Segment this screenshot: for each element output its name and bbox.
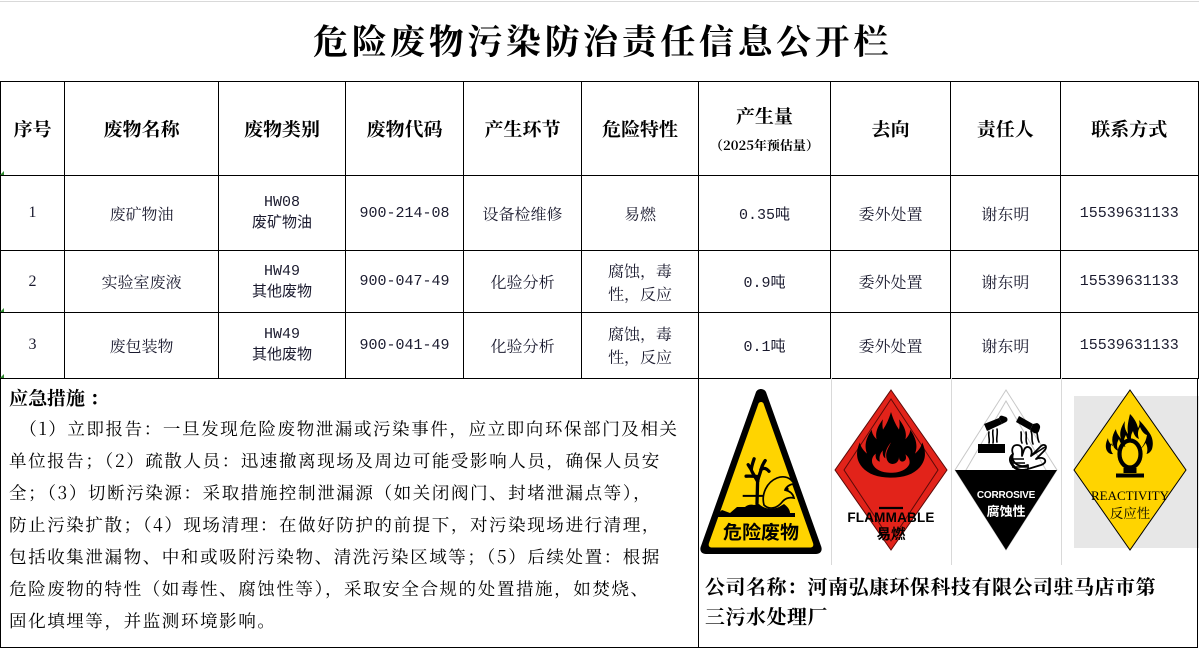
svg-text:腐蚀性: 腐蚀性 — [986, 501, 1025, 520]
svg-text:REACTIVITY: REACTIVITY — [1091, 488, 1170, 503]
svg-text:易燃: 易燃 — [877, 523, 906, 544]
svg-text:反应性: 反应性 — [1110, 502, 1151, 522]
svg-text:危险废物: 危险废物 — [723, 518, 799, 545]
svg-text:CORROSIVE: CORROSIVE — [977, 490, 1036, 501]
